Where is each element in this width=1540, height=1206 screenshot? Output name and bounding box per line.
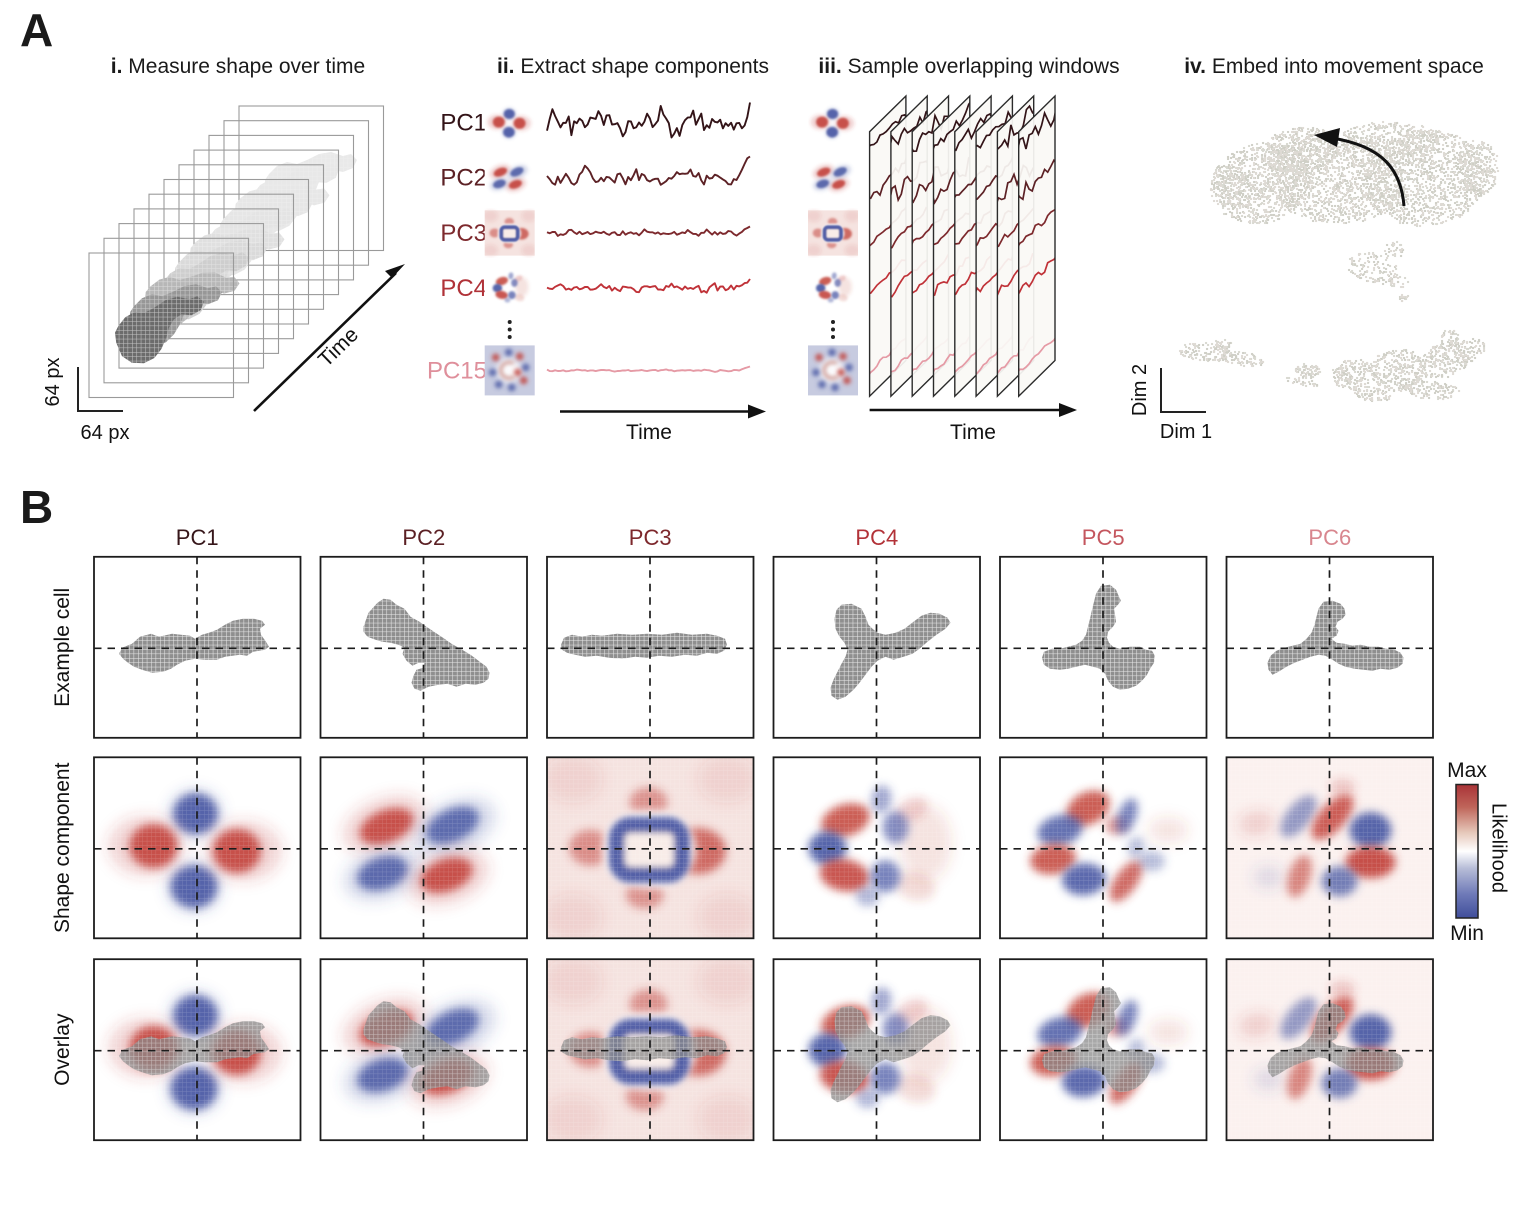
svg-text:A: A [20,4,53,56]
svg-text:Time: Time [626,421,672,444]
svg-text:PC15: PC15 [427,358,487,385]
svg-text:PC6: PC6 [1308,525,1351,550]
svg-text:PC4: PC4 [440,275,487,302]
svg-text:B: B [20,481,53,533]
svg-text:PC1: PC1 [440,110,487,137]
svg-text:iv. Embed into movement space: iv. Embed into movement space [1184,55,1484,78]
svg-text:Time: Time [950,421,996,444]
svg-text:Min: Min [1450,922,1484,945]
svg-text:Max: Max [1447,759,1487,782]
svg-text:Likelihood: Likelihood [1488,803,1510,893]
svg-text:Dim 2: Dim 2 [1129,364,1151,416]
svg-text:PC3: PC3 [629,525,672,550]
svg-text:PC2: PC2 [440,165,487,192]
svg-text:PC1: PC1 [176,525,219,550]
svg-text:Shape component: Shape component [51,762,74,933]
svg-text:64 px: 64 px [81,422,130,444]
svg-text:i. Measure shape over time: i. Measure shape over time [111,55,365,78]
svg-text:Example cell: Example cell [51,588,74,707]
svg-text:64 px: 64 px [42,358,64,407]
svg-text:PC4: PC4 [855,525,898,550]
svg-text:iii. Sample overlapping window: iii. Sample overlapping windows [818,55,1119,78]
svg-text:ii. Extract shape components: ii. Extract shape components [497,55,769,78]
svg-text:PC2: PC2 [402,525,445,550]
svg-text:PC3: PC3 [440,220,487,247]
svg-text:Overlay: Overlay [51,1013,74,1086]
svg-text:PC5: PC5 [1082,525,1125,550]
svg-text:Dim 1: Dim 1 [1160,421,1212,443]
